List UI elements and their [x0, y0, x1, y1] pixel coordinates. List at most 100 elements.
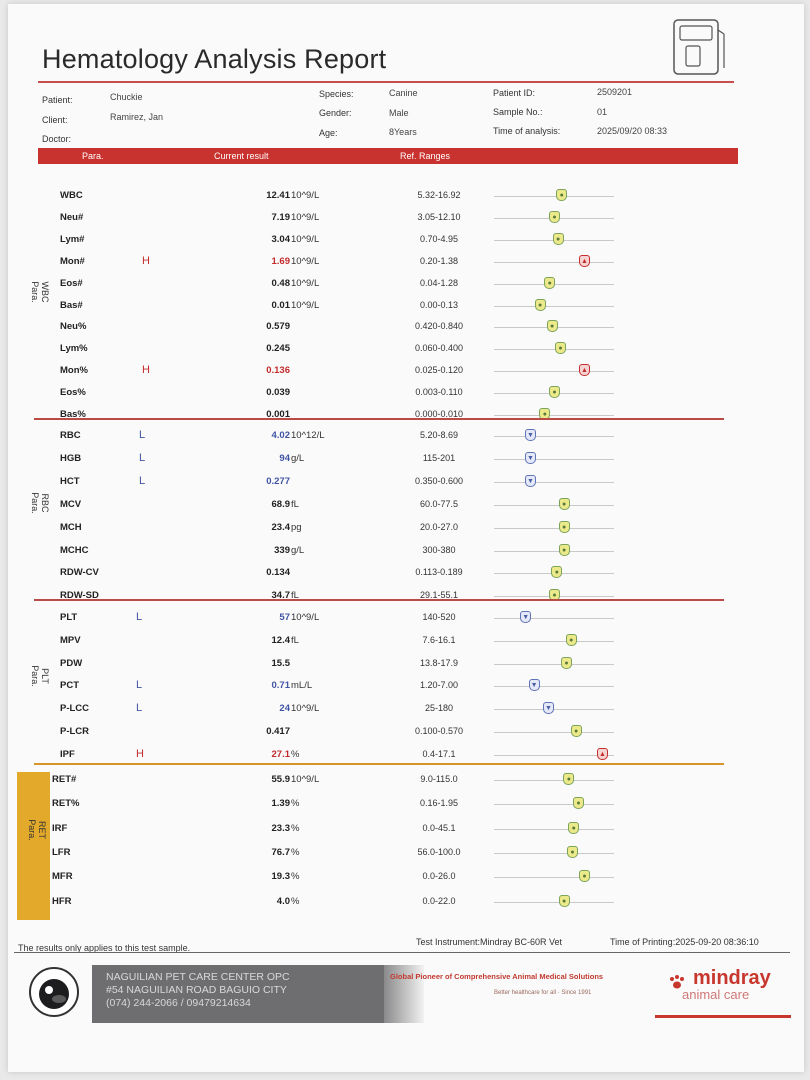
table-row: MPV 12.4 fL 7.6-16.1 ● — [0, 631, 800, 651]
range-bar — [494, 780, 614, 781]
result-value: 4.02 — [271, 430, 291, 441]
reference-range: 60.0-77.5 — [419, 498, 459, 509]
range-bar — [494, 709, 614, 711]
range-bar — [494, 901, 614, 903]
header-ref-ranges: Ref. Ranges — [400, 151, 451, 161]
brand-subtitle: animal care — [682, 987, 750, 1002]
result-value: 34.7 — [271, 590, 291, 602]
reference-range: 0.113-0.189 — [415, 567, 463, 578]
range-bar — [494, 196, 614, 197]
group-divider — [34, 418, 724, 420]
result-value: 0.001 — [266, 409, 290, 420]
table-row: PLT L 57 10^9/L 140-520 ▼ — [0, 608, 800, 628]
result-value: 3.04 — [271, 233, 291, 245]
table-row: RBC L 4.02 10^12/L 5.20-8.69 ▼ — [0, 426, 800, 446]
range-marker-icon: ● — [534, 298, 546, 311]
range-marker-icon: ▲ — [579, 364, 590, 377]
unit-label: % — [291, 871, 300, 883]
unit-label: fL — [291, 634, 299, 646]
param-name: RET# — [52, 774, 77, 785]
table-row: Bas# 0.01 10^9/L 0.00-0.13 ● — [0, 296, 800, 316]
unit-label: fL — [291, 498, 299, 510]
clinic-logo-icon — [29, 967, 79, 1017]
analysis-time-value: 2025/09/20 08:33 — [597, 126, 668, 136]
reference-range: 0.0-22.0 — [422, 895, 456, 906]
paw-icon — [670, 975, 684, 989]
param-name: RDW-CV — [60, 567, 99, 579]
table-row: Mon% H 0.136 0.025-0.120 ▲ — [0, 361, 800, 381]
report-sheet — [8, 4, 804, 1072]
reference-range: 5.20-8.69 — [419, 430, 459, 440]
range-bar — [494, 686, 614, 688]
flag-indicator: L — [136, 611, 143, 623]
table-row: Bas% 0.001 0.000-0.010 ● — [0, 405, 800, 425]
result-value: 7.19 — [271, 211, 291, 223]
print-time: Time of Printing:2025-09-20 08:36:10 — [610, 937, 759, 947]
range-bar — [494, 852, 614, 854]
range-marker-icon: ● — [555, 342, 566, 355]
table-row: IRF 23.3% 0.0-45.1 ● — [0, 819, 800, 839]
reference-range: 5.32-16.92 — [417, 190, 461, 200]
range-bar — [494, 618, 614, 619]
result-value: 15.5 — [271, 657, 291, 669]
range-marker-icon: ▼ — [525, 451, 536, 464]
age-label: Age: — [319, 128, 338, 138]
reference-range: 25-180 — [424, 703, 454, 714]
result-value: 0.579 — [266, 321, 290, 333]
footer-rule — [14, 952, 790, 953]
param-name: PCT — [60, 680, 79, 692]
patient-label: Patient: — [42, 95, 73, 105]
table-row: LFR 76.7% 56.0-100.0 ● — [0, 843, 800, 863]
flag-indicator: L — [136, 679, 143, 692]
patient-id-value: 2509201 — [597, 87, 633, 97]
result-value: 0.71 — [271, 680, 291, 692]
param-name: Lym# — [60, 233, 85, 245]
patient-id-label: Patient ID: — [493, 88, 536, 98]
range-bar — [494, 828, 614, 830]
unit-label: mL/L — [291, 680, 313, 692]
age-value: 8Years — [389, 127, 417, 137]
reference-range: 56.0-100.0 — [417, 846, 461, 857]
param-name: MPV — [60, 634, 81, 646]
reference-range: 9.0-115.0 — [420, 774, 458, 784]
table-row: MCH 23.4 pg 20.0-27.0 ● — [0, 518, 800, 538]
table-row: IPF H 27.1% 0.4-17.1 ▲ — [0, 745, 800, 765]
param-name: HCT — [60, 475, 80, 487]
sample-no-value: 01 — [597, 107, 608, 117]
param-name: Mon# — [60, 255, 85, 267]
param-name: RET% — [52, 798, 80, 810]
range-marker-icon: ● — [558, 497, 570, 510]
reference-range: 140-520 — [422, 612, 456, 622]
range-bar — [494, 640, 614, 642]
param-name: RDW-SD — [60, 590, 99, 602]
reference-range: 115-201 — [422, 452, 456, 463]
range-bar — [494, 877, 614, 879]
reference-range: 0.350-0.600 — [414, 475, 464, 486]
range-bar — [494, 415, 614, 416]
table-row: Lym# 3.04 10^9/L 0.70-4.95 ● — [0, 230, 800, 250]
unit-label: 10^9/L — [291, 612, 320, 623]
table-header: Para. Current result Ref. Ranges — [38, 148, 738, 164]
range-marker-icon: ● — [558, 520, 570, 533]
clinic-info-box: NAGUILIAN PET CARE CENTER OPC #54 NAGUIL… — [92, 965, 384, 1023]
range-marker-icon: ▲ — [579, 254, 590, 267]
result-value: 12.4 — [271, 634, 291, 646]
reference-range: 0.0-26.0 — [422, 871, 456, 882]
range-marker-icon: ● — [573, 797, 584, 810]
param-name: MFR — [52, 871, 73, 883]
range-bar — [494, 732, 614, 733]
table-row: RDW-SD 34.7 fL 29.1-55.1 ● — [0, 586, 800, 606]
title-rule — [38, 81, 734, 83]
analysis-time-label: Time of analysis: — [493, 126, 561, 136]
table-row: RET# 55.9 10^9/L 9.0-115.0 ● — [0, 770, 800, 790]
param-name: Eos% — [60, 387, 86, 399]
unit-label: pg — [291, 521, 302, 533]
range-marker-icon: ● — [546, 320, 558, 333]
unit-label: 10^9/L — [291, 211, 320, 223]
table-row: P-LCR 0.417 0.100-0.570 ● — [0, 722, 800, 742]
unit-label: g/L — [291, 452, 305, 464]
range-marker-icon: ● — [556, 189, 568, 201]
range-marker-icon: ● — [568, 821, 580, 834]
table-row: MCV 68.9 fL 60.0-77.5 ● — [0, 495, 800, 515]
param-name: IRF — [52, 822, 68, 834]
